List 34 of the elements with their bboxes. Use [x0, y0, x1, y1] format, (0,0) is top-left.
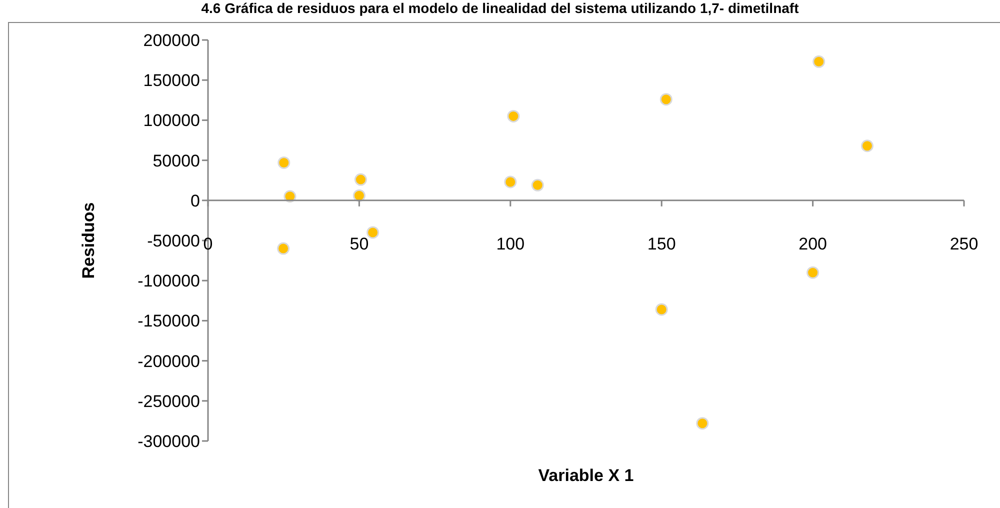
y-tick-label: -50000	[147, 232, 200, 251]
y-tick-label: 50000	[152, 151, 200, 170]
x-tick-label: 150	[647, 234, 676, 254]
point	[352, 189, 366, 202]
y-tick-label: -200000	[138, 352, 200, 371]
point	[660, 93, 672, 106]
y-tick-label: 100000	[143, 111, 200, 130]
y-tick-label: -250000	[138, 392, 200, 411]
y-tick-label: -150000	[138, 312, 200, 331]
y-tick-label: 200000	[143, 31, 200, 50]
x-axis-title: Variable X 1	[538, 466, 634, 485]
point	[277, 242, 290, 255]
point	[507, 110, 520, 122]
point	[531, 178, 544, 192]
x-tick-label: 50	[350, 234, 369, 254]
point	[504, 176, 517, 188]
y-tick-label: 0	[190, 191, 200, 210]
y-tick-label: 150000	[143, 71, 200, 90]
x-tick-label: 100	[496, 234, 525, 254]
point	[278, 156, 290, 169]
point	[696, 417, 709, 430]
x-tick-label: 200	[798, 234, 827, 254]
point	[354, 173, 367, 186]
point	[366, 226, 380, 239]
point	[655, 303, 668, 316]
point	[860, 140, 874, 152]
y-axis-title: Residuos	[79, 202, 98, 279]
x-tick-label: 250	[950, 234, 978, 254]
y-tick-label: -300000	[138, 432, 200, 452]
x-tick-label: 0	[203, 234, 213, 254]
point	[806, 266, 820, 279]
y-tick-label: -100000	[138, 272, 200, 291]
point	[812, 55, 826, 68]
chart-title: 4.6 Gráfica de residuos para el modelo de linealidad del sistema utilizando 1,7- dimetilnaft	[200, 0, 800, 16]
